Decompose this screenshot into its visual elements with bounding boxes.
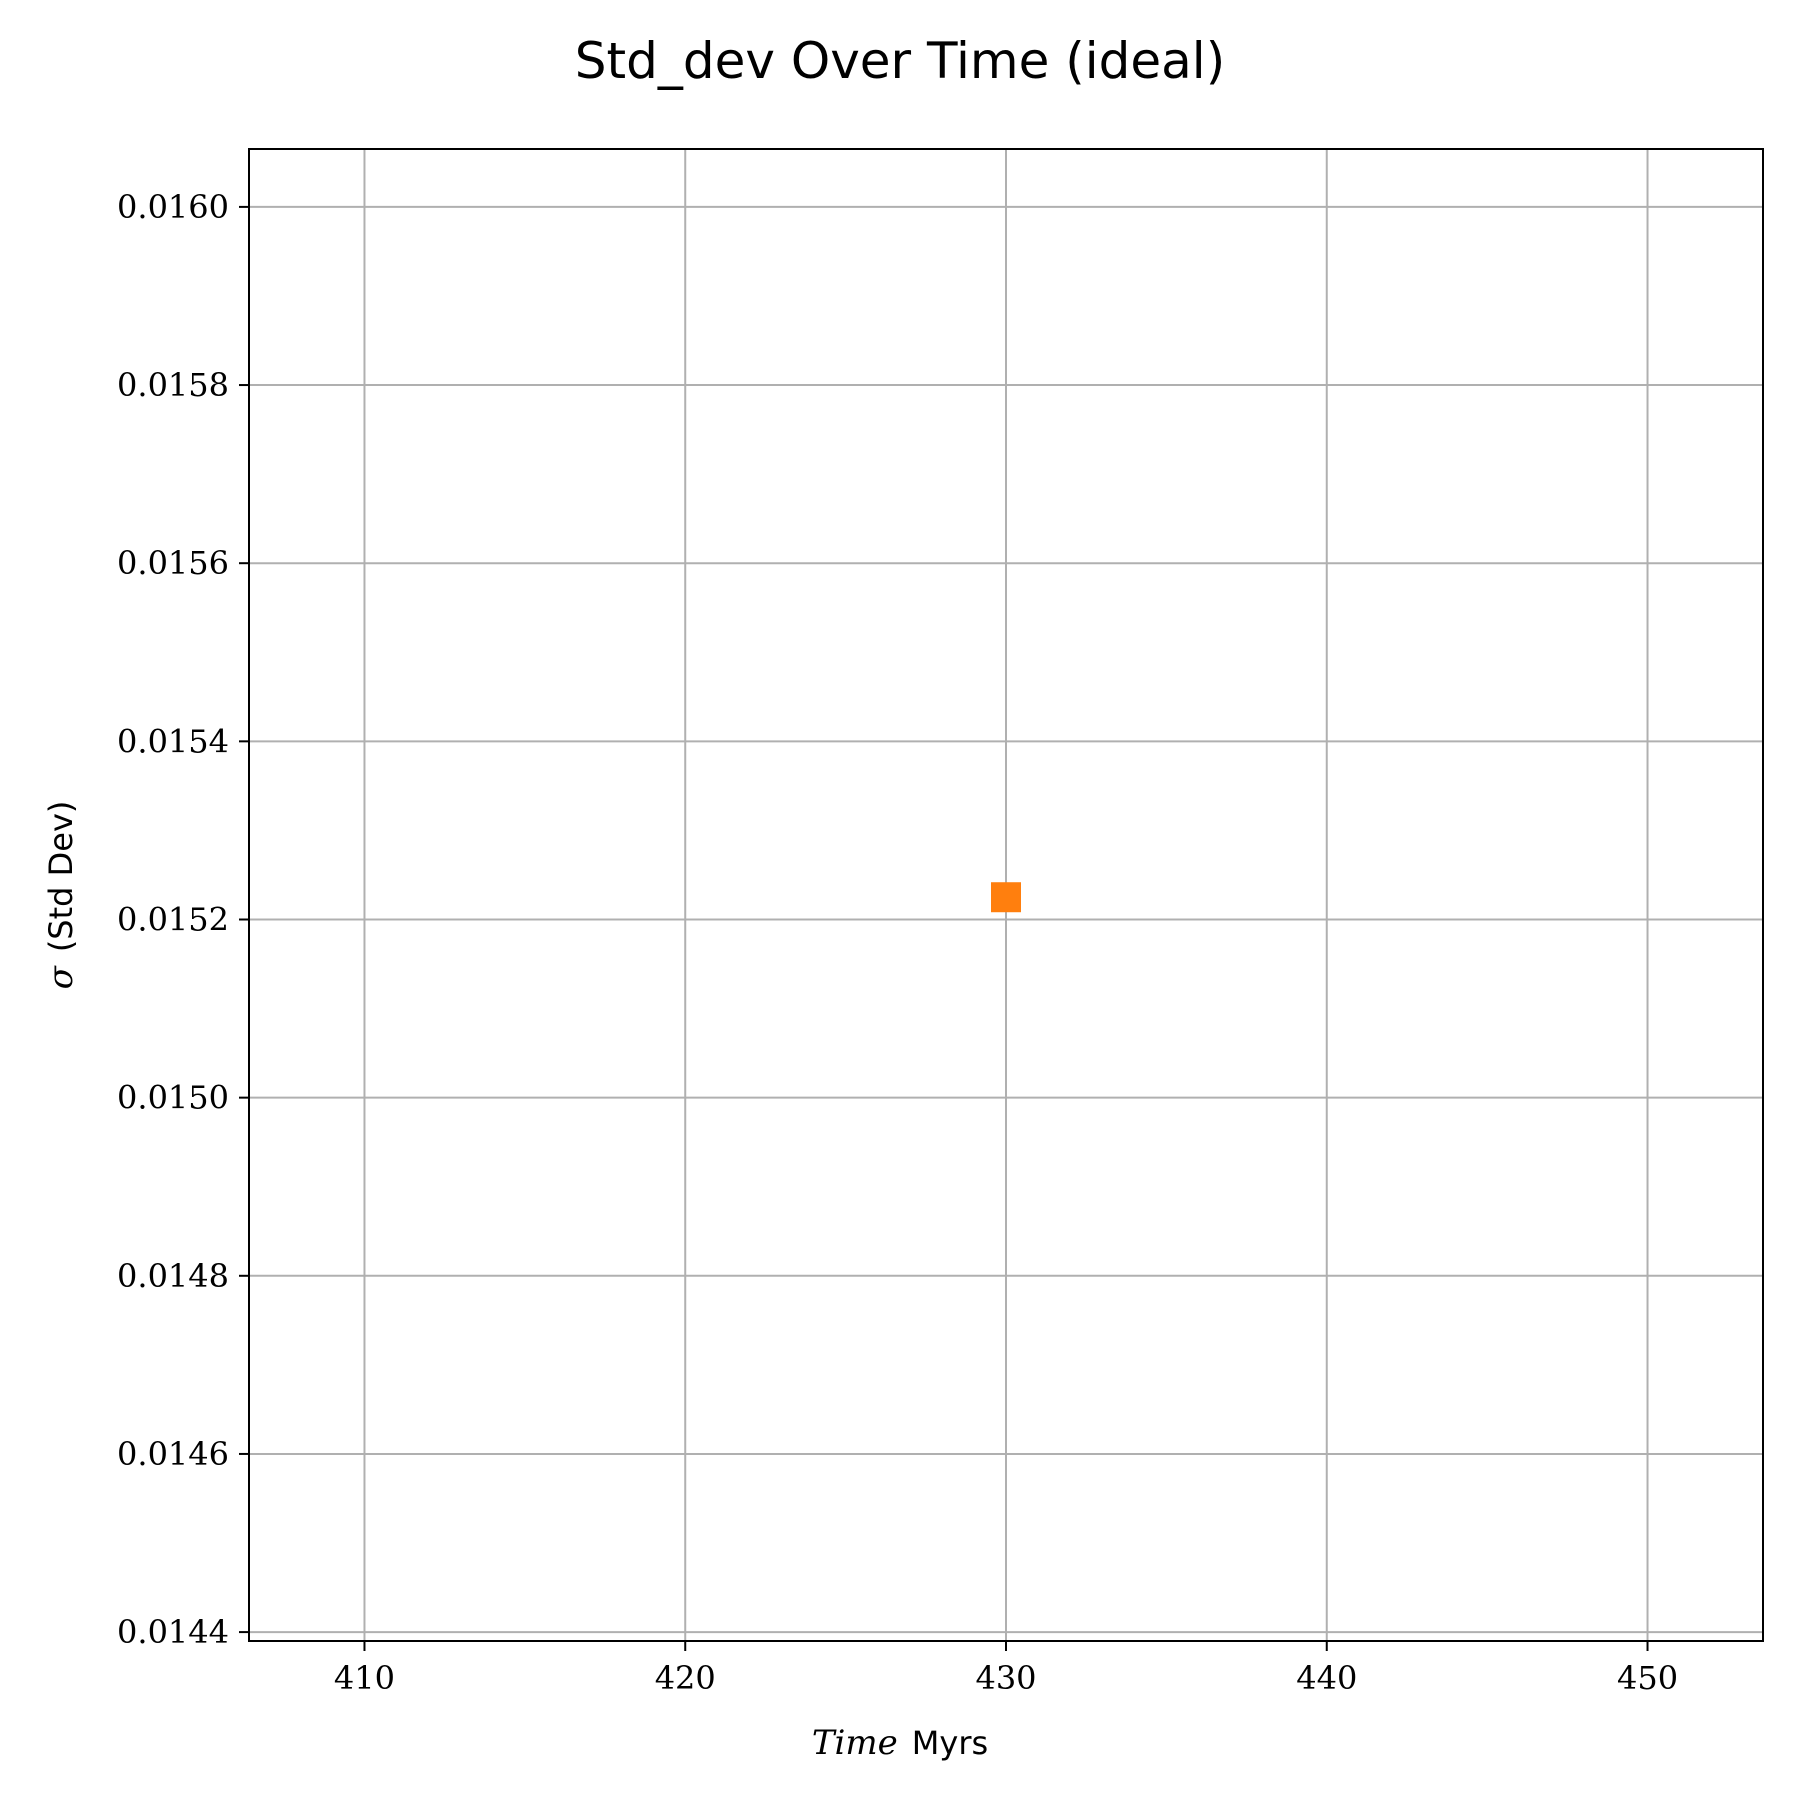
y-tick-label: 0.0148 [117, 1257, 229, 1295]
y-tick-label: 0.0144 [117, 1613, 229, 1651]
x-tick-label: 430 [975, 1659, 1036, 1697]
x-axis-label-italic: Time [812, 1723, 898, 1763]
y-tick-label: 0.0154 [117, 722, 229, 760]
y-tick-label: 0.0146 [117, 1435, 229, 1473]
y-tick-label: 0.0158 [117, 366, 229, 404]
y-tick-labels: 0.0144 0.0146 0.0148 0.0150 0.0152 0.0154 0.01… [117, 188, 229, 1651]
data-point-marker [991, 882, 1021, 913]
x-tick-labels: 410 420 430 440 450 [334, 1659, 1678, 1697]
y-axis-label: σ (Std Dev) [41, 801, 81, 990]
y-axis-label-symbol: σ [41, 965, 81, 989]
tick-layer [239, 205, 1649, 1651]
x-tick-label: 420 [655, 1659, 716, 1697]
x-tick-label: 450 [1617, 1659, 1678, 1697]
chart-title: Std_dev Over Time (ideal) [575, 32, 1225, 90]
grid-layer [249, 149, 1763, 1641]
plot-frame [248, 148, 1764, 1642]
x-tick-label: 410 [334, 1659, 395, 1697]
x-axis-label-unit: Myrs [912, 1724, 988, 1762]
data-markers [991, 882, 1021, 913]
y-tick-label: 0.0152 [117, 900, 229, 938]
y-tick-label: 0.0160 [117, 188, 229, 226]
y-axis-label-text: (Std Dev) [42, 801, 80, 953]
x-axis-label: Time Myrs [812, 1723, 988, 1763]
x-tick-label: 440 [1296, 1659, 1357, 1697]
y-tick-label: 0.0150 [117, 1079, 229, 1117]
y-tick-label: 0.0156 [117, 544, 229, 582]
